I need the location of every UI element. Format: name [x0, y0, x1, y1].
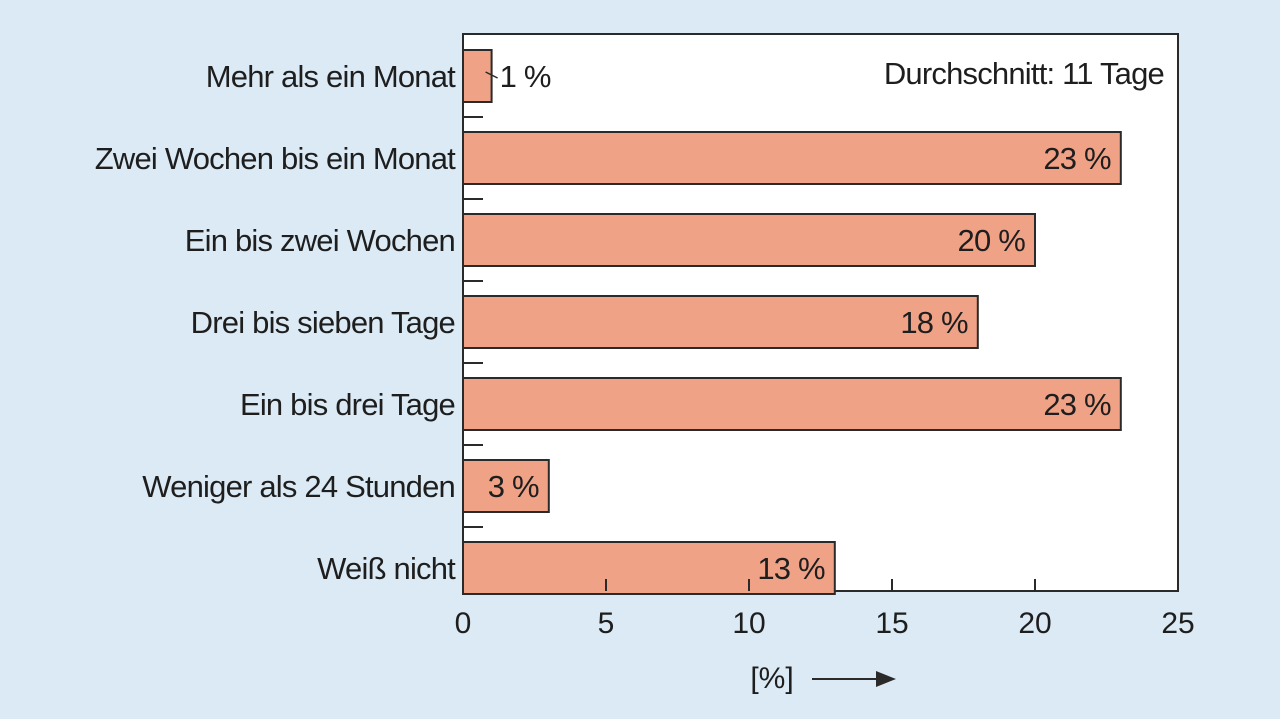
category-label-6: Weiß nicht — [317, 551, 456, 586]
bar-1 — [462, 131, 1122, 185]
value-label-6: 13 % — [757, 551, 825, 586]
value-label-5: 3 % — [488, 469, 539, 504]
leader-line-0 — [485, 71, 498, 79]
value-label-4: 23 % — [1043, 387, 1111, 422]
x-tick-label-0: 0 — [455, 607, 472, 640]
value-label-2: 20 % — [958, 223, 1026, 258]
value-label-0: 1 % — [500, 59, 551, 94]
x-tick-label-4: 20 — [1018, 607, 1051, 640]
bar-6 — [462, 541, 836, 595]
category-label-2: Ein bis zwei Wochen — [185, 223, 455, 258]
x-axis-label: [%] — [750, 662, 793, 695]
bar-0 — [462, 49, 493, 103]
category-label-4: Ein bis drei Tage — [240, 387, 455, 422]
average-annotation: Durchschnitt: 11 Tage — [884, 56, 1164, 91]
bar-5 — [462, 459, 550, 513]
category-label-0: Mehr als ein Monat — [206, 59, 456, 94]
x-tick-label-1: 5 — [598, 607, 615, 640]
bar-3 — [462, 295, 979, 349]
x-tick-label-5: 25 — [1161, 607, 1194, 640]
category-label-5: Weniger als 24 Stunden — [142, 469, 455, 504]
value-label-1: 23 % — [1043, 141, 1111, 176]
x-tick-label-3: 15 — [875, 607, 908, 640]
bar-2 — [462, 213, 1036, 267]
category-label-1: Zwei Wochen bis ein Monat — [95, 141, 456, 176]
category-label-3: Drei bis sieben Tage — [191, 305, 455, 340]
bar-4 — [462, 377, 1122, 431]
x-axis-arrow-icon — [876, 671, 896, 687]
x-tick-label-2: 10 — [732, 607, 765, 640]
value-label-3: 18 % — [900, 305, 968, 340]
